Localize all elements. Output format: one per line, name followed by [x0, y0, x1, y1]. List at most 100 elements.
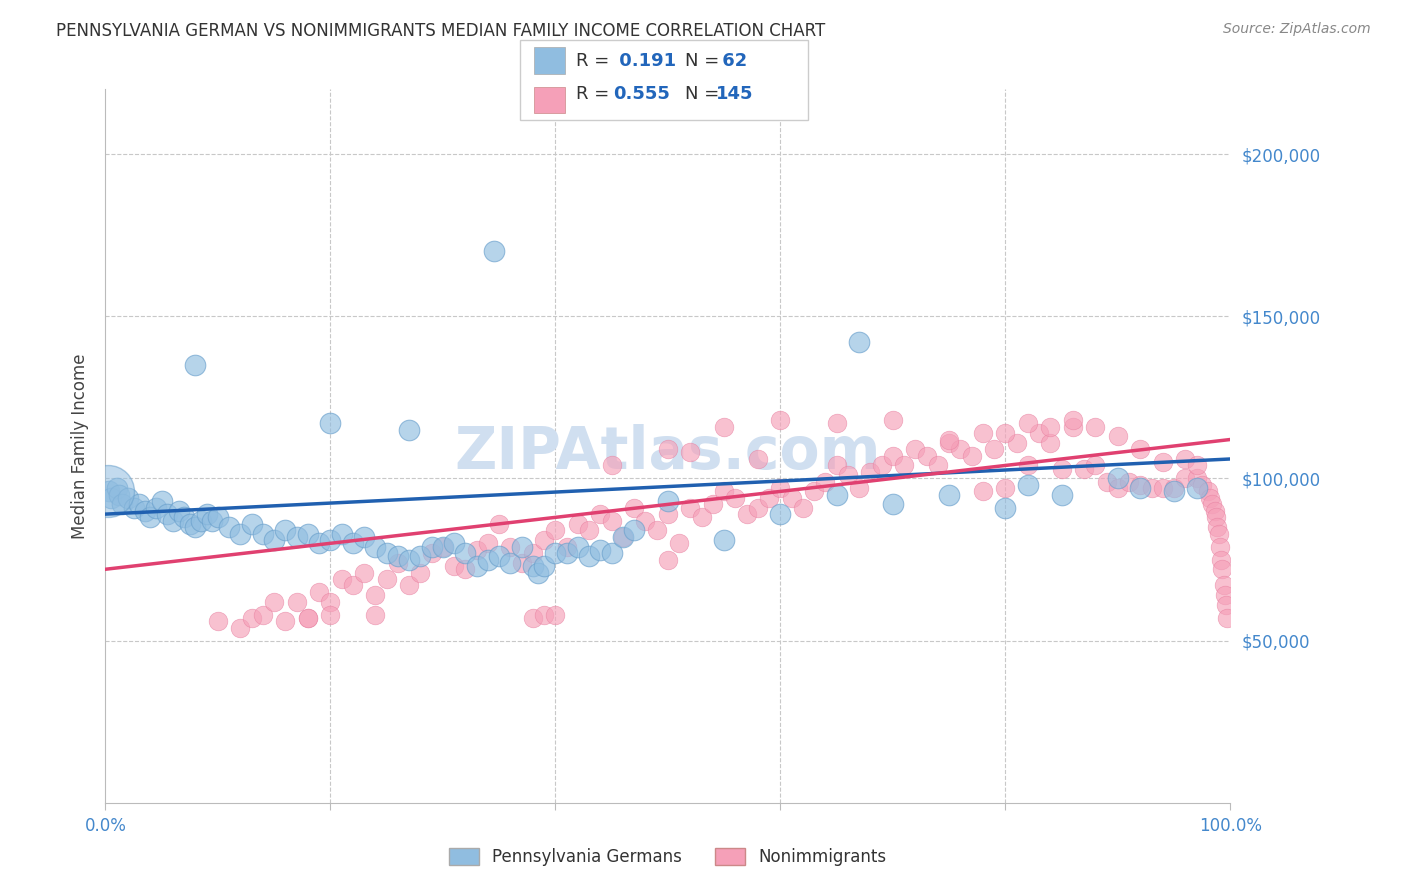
Point	[657, 442, 679, 457]
Point	[1017, 478, 1039, 492]
Point	[308, 536, 330, 550]
Point	[398, 423, 420, 437]
Point	[190, 514, 212, 528]
Point	[623, 524, 645, 538]
Point	[1201, 497, 1223, 511]
Point	[465, 542, 488, 557]
Text: R =: R =	[576, 52, 616, 70]
Point	[150, 494, 173, 508]
Point	[1174, 471, 1197, 485]
Point	[915, 449, 938, 463]
Point	[1073, 461, 1095, 475]
Point	[353, 530, 375, 544]
Point	[567, 540, 589, 554]
Point	[488, 549, 510, 564]
Point	[1028, 425, 1050, 440]
Point	[375, 572, 398, 586]
Point	[420, 540, 443, 554]
Point	[1213, 588, 1236, 602]
Point	[713, 419, 735, 434]
Point	[848, 335, 870, 350]
Text: 145: 145	[716, 85, 754, 103]
Point	[319, 607, 342, 622]
Point	[544, 546, 567, 560]
Legend: Pennsylvania Germans, Nonimmigrants: Pennsylvania Germans, Nonimmigrants	[441, 841, 894, 873]
Point	[1129, 478, 1152, 492]
Point	[201, 514, 224, 528]
Point	[578, 524, 600, 538]
Point	[904, 442, 927, 457]
Point	[218, 520, 240, 534]
Point	[195, 507, 218, 521]
Point	[1211, 552, 1233, 566]
Point	[297, 611, 319, 625]
Point	[97, 484, 120, 499]
Point	[353, 566, 375, 580]
Point	[465, 559, 488, 574]
Point	[263, 595, 285, 609]
Point	[555, 540, 578, 554]
Point	[184, 358, 207, 372]
Point	[1211, 562, 1233, 576]
Point	[972, 425, 994, 440]
Text: 0.555: 0.555	[613, 85, 669, 103]
Point	[510, 556, 533, 570]
Point	[1152, 455, 1174, 469]
Point	[432, 540, 454, 554]
Point	[229, 621, 252, 635]
Point	[105, 481, 128, 495]
Point	[330, 526, 353, 541]
Point	[207, 614, 229, 628]
Point	[522, 559, 544, 574]
Point	[477, 552, 499, 566]
Point	[477, 536, 499, 550]
Point	[156, 507, 179, 521]
Point	[544, 607, 567, 622]
Point	[252, 526, 274, 541]
Point	[724, 491, 747, 505]
Point	[758, 491, 780, 505]
Point	[1039, 419, 1062, 434]
Point	[1216, 611, 1239, 625]
Point	[1129, 442, 1152, 457]
Point	[375, 546, 398, 560]
Point	[297, 611, 319, 625]
Point	[612, 530, 634, 544]
Point	[814, 475, 837, 489]
Point	[600, 458, 623, 473]
Point	[1084, 419, 1107, 434]
Point	[803, 484, 825, 499]
Point	[657, 552, 679, 566]
Point	[1107, 471, 1129, 485]
Point	[544, 524, 567, 538]
Point	[454, 562, 477, 576]
Point	[533, 607, 555, 622]
Point	[938, 488, 960, 502]
Point	[747, 500, 769, 515]
Point	[645, 524, 668, 538]
Point	[285, 530, 308, 544]
Point	[1209, 540, 1232, 554]
Point	[657, 507, 679, 521]
Point	[893, 458, 915, 473]
Point	[1140, 481, 1163, 495]
Point	[263, 533, 285, 547]
Point	[510, 540, 533, 554]
Point	[994, 481, 1017, 495]
Y-axis label: Median Family Income: Median Family Income	[72, 353, 90, 539]
Point	[145, 500, 167, 515]
Point	[679, 445, 702, 459]
Point	[825, 458, 848, 473]
Point	[780, 491, 803, 505]
Point	[482, 244, 505, 259]
Point	[600, 546, 623, 560]
Point	[128, 497, 150, 511]
Point	[533, 533, 555, 547]
Point	[848, 481, 870, 495]
Point	[499, 556, 522, 570]
Point	[167, 504, 190, 518]
Point	[285, 595, 308, 609]
Point	[1205, 520, 1227, 534]
Point	[297, 526, 319, 541]
Point	[522, 611, 544, 625]
